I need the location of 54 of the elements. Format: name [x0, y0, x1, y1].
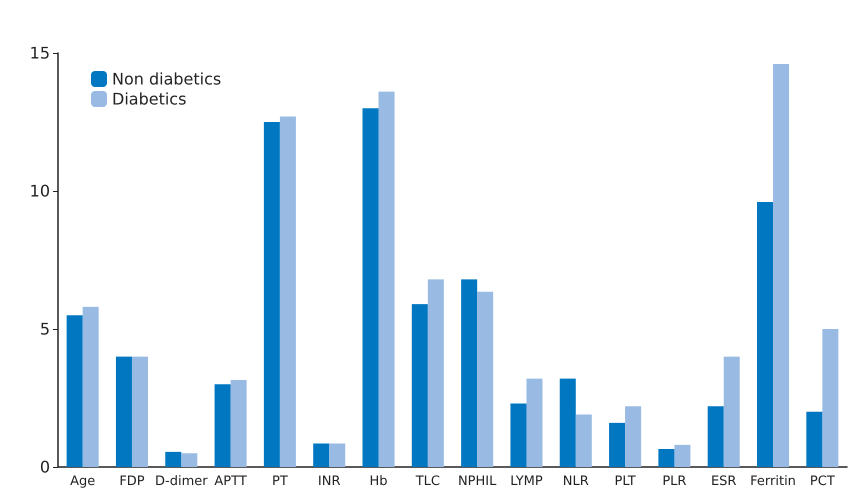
x-tick-label: LYMP [510, 474, 543, 489]
x-tick-label: PLT [614, 474, 636, 489]
bar [362, 108, 379, 467]
x-tick-label: Ferritin [750, 474, 796, 489]
x-tick-label: FDP [119, 474, 145, 489]
bar [757, 202, 774, 467]
y-tick-label: 10 [30, 182, 50, 200]
x-tick-label: APTT [214, 474, 247, 489]
bar [806, 412, 822, 467]
bar [230, 380, 247, 467]
bar [412, 304, 428, 467]
bar [477, 292, 494, 467]
bar [609, 422, 626, 467]
bar [625, 406, 642, 467]
bar [214, 384, 231, 467]
x-tick-label: NPHIL [458, 474, 498, 489]
bar [378, 92, 395, 467]
bar [116, 356, 132, 467]
x-tick-label: PLR [662, 474, 686, 489]
x-tick-label: PT [272, 474, 288, 489]
bar [82, 306, 99, 467]
bar [66, 315, 83, 467]
bar [428, 279, 444, 467]
bar [724, 356, 740, 467]
bar [510, 404, 526, 467]
bar [560, 378, 576, 467]
y-tick-label: 15 [30, 44, 50, 62]
bar [264, 122, 280, 467]
bar [526, 378, 542, 467]
y-tick-label: 5 [40, 320, 50, 338]
y-tick-label: 0 [40, 458, 50, 476]
bar [708, 406, 724, 467]
x-tick-label: ESR [710, 474, 736, 489]
bar [773, 64, 790, 467]
x-tick-label: Age [70, 474, 96, 489]
bar [280, 116, 296, 467]
bar [658, 449, 674, 467]
bar [313, 444, 330, 467]
bar [165, 452, 182, 467]
x-tick-label: NLR [562, 474, 589, 489]
bar [674, 444, 690, 467]
bar [132, 356, 148, 467]
x-tick-label: TLC [414, 474, 440, 489]
x-tick-label: D-dimer [154, 474, 208, 489]
x-tick-label: Hb [370, 474, 388, 489]
bar [822, 329, 838, 467]
bar [461, 279, 478, 467]
x-tick-label: PCT [810, 474, 835, 489]
bar [181, 453, 198, 467]
x-tick-label: INR [318, 474, 341, 489]
bar [329, 444, 346, 467]
legend-label: Non diabetics [112, 70, 222, 88]
bar [576, 414, 592, 467]
legend-label: Diabetics [112, 90, 186, 108]
